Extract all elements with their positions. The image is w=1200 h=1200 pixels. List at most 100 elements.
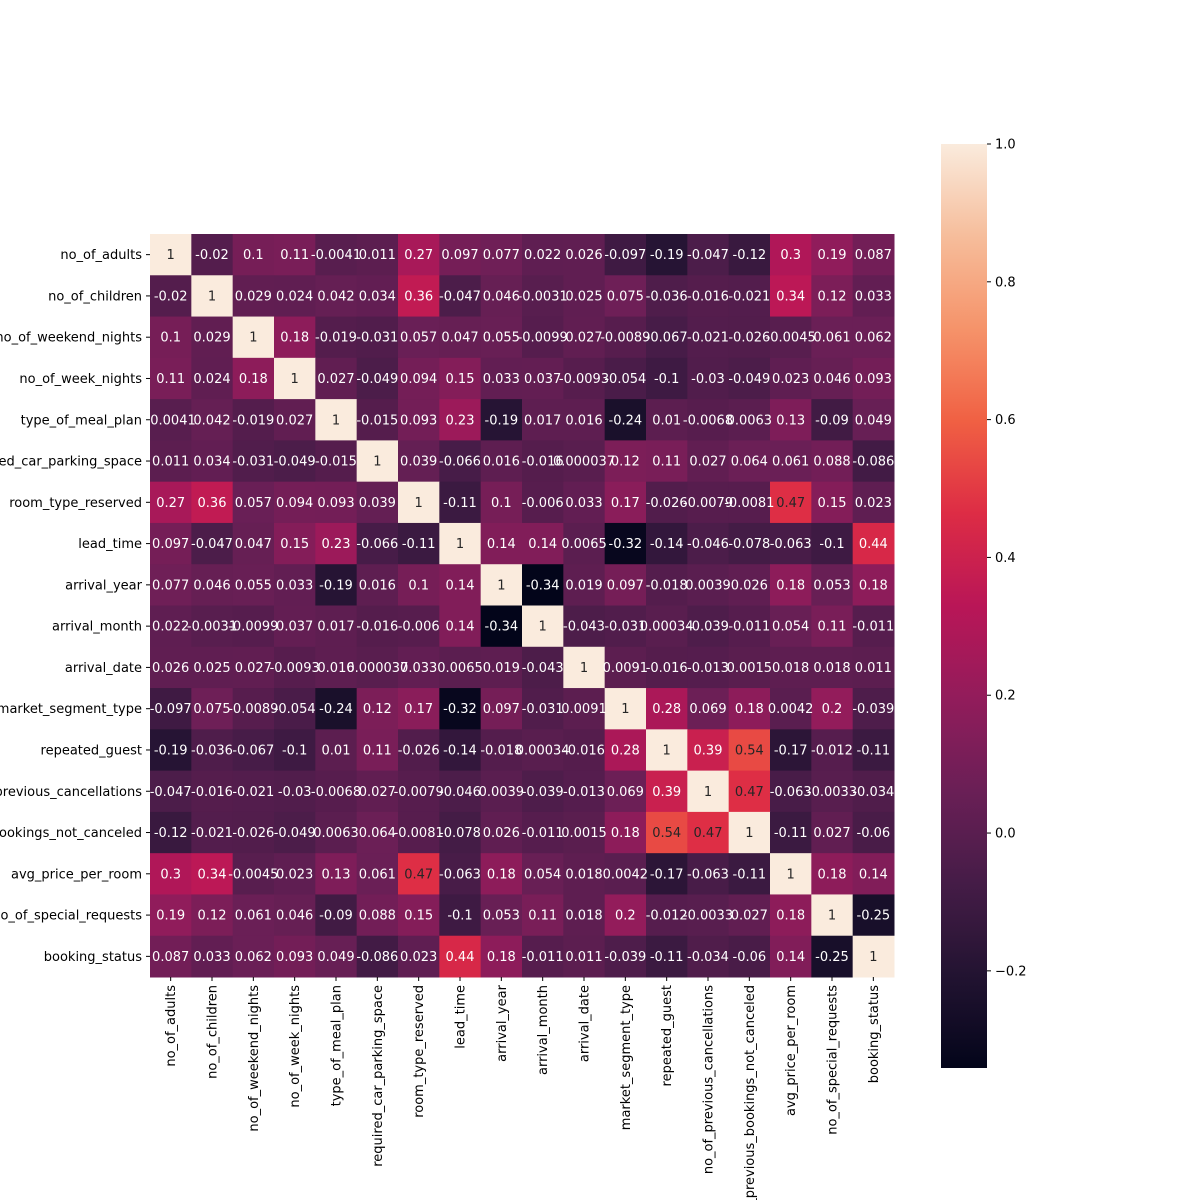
heatmap-cell: [232, 646, 275, 689]
heatmap-cell: [687, 605, 730, 648]
cell-annotation: -0.1: [654, 372, 679, 387]
heatmap-cell: [687, 357, 730, 400]
heatmap-cell: [646, 481, 688, 524]
cell-annotation: 0.064: [359, 826, 396, 841]
heatmap-cell: [852, 646, 895, 689]
cell-annotation: -0.0033: [807, 785, 857, 800]
cell-annotation: 0.01: [322, 743, 351, 758]
cell-annotation: 0.093: [855, 372, 892, 387]
cell-annotation: -0.016: [646, 661, 688, 676]
cell-annotation: 0.0065: [437, 661, 483, 676]
cell-annotation: 0.14: [487, 537, 516, 552]
heatmap-cell: [563, 894, 606, 937]
cell-annotation: 0.047: [441, 331, 478, 346]
colorbar-tick-label: −0.2: [995, 964, 1027, 979]
x-tick-label: no_of_previous_cancellations: [702, 985, 717, 1174]
cell-annotation: 0.47: [776, 496, 805, 511]
heatmap-cell: [356, 605, 399, 648]
cell-annotation: -0.12: [154, 826, 188, 841]
cell-annotation: -0.17: [650, 867, 684, 882]
heatmap-cell: [687, 481, 730, 524]
heatmap-cell: [398, 440, 440, 483]
cell-annotation: 0.18: [818, 867, 847, 882]
cell-annotation: -0.047: [687, 248, 729, 263]
heatmap-cell: [315, 935, 358, 978]
heatmap-cell: [232, 481, 275, 524]
heatmap-cell: [356, 316, 399, 359]
heatmap-cell: [811, 935, 854, 978]
heatmap-cell: [480, 564, 523, 606]
heatmap-cell: [315, 275, 358, 318]
cell-annotation: -0.054: [604, 372, 646, 387]
cell-annotation: 0.39: [652, 785, 681, 800]
cell-annotation: 0.053: [813, 578, 850, 593]
heatmap-cell: [687, 770, 730, 813]
y-tick-label: arrival_date: [65, 661, 142, 676]
cell-annotation: 0.019: [565, 578, 602, 593]
heatmap-cell: [728, 357, 771, 400]
heatmap-cell: [274, 935, 316, 978]
cell-annotation: 0.075: [193, 702, 230, 717]
cell-annotation: 1: [497, 578, 505, 593]
cell-annotation: -0.02: [154, 289, 188, 304]
cell-annotation: 0.023: [400, 950, 437, 965]
cell-annotation: -0.016: [522, 455, 564, 470]
cell-annotation: 0.016: [565, 413, 602, 428]
heatmap-cell: [687, 316, 730, 359]
x-tick-label: lead_time: [454, 985, 469, 1049]
cell-annotation: 0.13: [776, 413, 805, 428]
heatmap-cell: [687, 729, 730, 772]
heatmap-cell: [480, 770, 523, 813]
heatmap-cell: [604, 481, 647, 524]
cell-annotation: -0.25: [857, 909, 891, 924]
cell-annotation: -0.0031: [187, 620, 237, 635]
cell-annotation: -0.021: [232, 785, 274, 800]
heatmap-cell: [356, 894, 399, 937]
heatmap-cell: [811, 729, 854, 772]
heatmap-cell: [191, 440, 234, 483]
heatmap-cell: [852, 357, 895, 400]
heatmap-cell: [398, 853, 440, 895]
heatmap-cell: [274, 605, 316, 648]
cell-annotation: 0.077: [483, 248, 520, 263]
cell-annotation: 0.011: [565, 950, 602, 965]
cell-annotation: 0.057: [400, 331, 437, 346]
x-tick-label: no_of_previous_bookings_not_canceled: [743, 985, 758, 1200]
cell-annotation: -0.031: [356, 331, 398, 346]
heatmap-cell: [770, 688, 812, 730]
heatmap-cell: [563, 853, 606, 895]
heatmap-cell: [356, 440, 399, 483]
heatmap-cell: [398, 729, 440, 772]
cell-annotation: -0.067: [646, 331, 688, 346]
cell-annotation: -0.0081: [724, 496, 774, 511]
heatmap-cell: [480, 316, 523, 359]
cell-annotation: 0.046: [483, 289, 520, 304]
cell-annotation: 0.27: [404, 248, 433, 263]
cell-annotation: -0.0045: [228, 867, 278, 882]
cell-annotation: -0.0089: [228, 702, 278, 717]
heatmap-cell: [687, 275, 730, 318]
heatmap-cell: [604, 853, 647, 895]
heatmap-cell: [480, 894, 523, 937]
x-tick-label: arrival_date: [578, 985, 593, 1062]
heatmap-cell: [356, 234, 399, 276]
heatmap-cell: [315, 688, 358, 730]
cell-annotation: -0.031: [604, 620, 646, 635]
heatmap-cell: [770, 275, 812, 318]
heatmap-cell: [480, 481, 523, 524]
heatmap-cell: [852, 853, 895, 895]
heatmap-cell: [480, 440, 523, 483]
heatmap-cell: [852, 729, 895, 772]
cell-annotation: 0.14: [528, 537, 557, 552]
heatmap-cell: [522, 275, 564, 318]
cell-annotation: 0.037: [276, 620, 313, 635]
heatmap-cell: [439, 399, 482, 441]
cell-annotation: 0.088: [813, 455, 850, 470]
cell-annotation: 0.022: [152, 620, 189, 635]
heatmap-cell: [315, 853, 358, 895]
cell-annotation: 0.17: [611, 496, 640, 511]
heatmap-cell: [439, 853, 482, 895]
cell-annotation: -0.1: [819, 537, 844, 552]
cell-annotation: -0.067: [232, 743, 274, 758]
